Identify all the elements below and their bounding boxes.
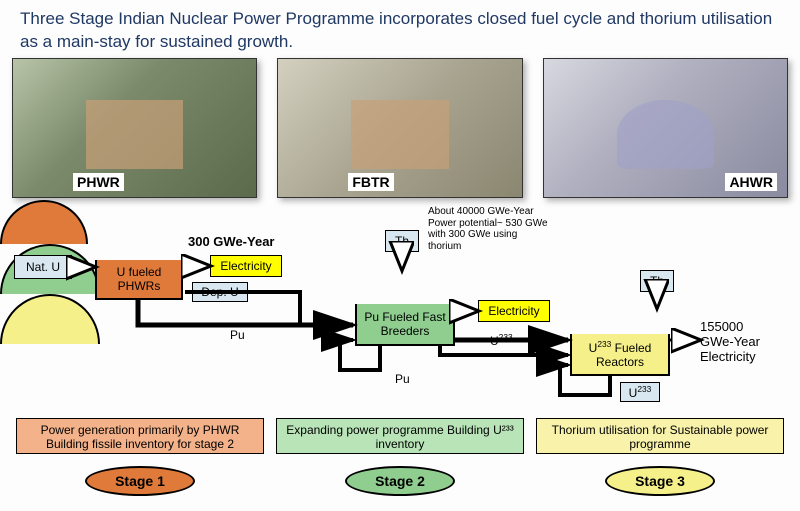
electricity-1: Electricity	[210, 255, 282, 277]
flow-pu1: Pu	[230, 328, 245, 342]
building-shape	[351, 100, 448, 169]
photo-label-phwr: PHWR	[73, 173, 124, 191]
desc-stage3: Thorium utilisation for Sustainable powe…	[536, 418, 784, 454]
flow-u233-2: U233	[620, 382, 660, 402]
photo-fbtr: FBTR	[277, 58, 522, 198]
reactor-stage1-dome	[0, 200, 88, 244]
gwe-stage3: 155000 GWe-Year Electricity	[700, 320, 780, 365]
reactor-stage3-dome	[0, 294, 100, 344]
desc-stage2: Expanding power programme Building U²³³ …	[276, 418, 524, 454]
badge-stage1: Stage 1	[85, 466, 195, 496]
note-stage2: About 40000 GWe-Year Power potential~ 53…	[428, 206, 548, 252]
electricity-2: Electricity	[478, 300, 550, 322]
reactor-stage3: U233 Fueled Reactors	[570, 334, 670, 376]
photo-label-fbtr: FBTR	[348, 173, 393, 191]
flow-u233-1: U233	[490, 332, 513, 348]
page-title: Three Stage Indian Nuclear Power Program…	[20, 8, 780, 54]
reactor-stage1: U fueled PHWRs	[95, 260, 183, 300]
badge-stage3: Stage 3	[605, 466, 715, 496]
input-th1: Th	[385, 230, 419, 252]
reactor-stage2: Pu Fueled Fast Breeders	[355, 304, 455, 346]
desc-stage1: Power generation primarily by PHWR Build…	[16, 418, 264, 454]
flow-pu2: Pu	[395, 372, 410, 386]
building-shape	[86, 100, 183, 169]
badge-stage2: Stage 2	[345, 466, 455, 496]
sup-233: 233	[597, 339, 611, 349]
input-th2: Th	[640, 270, 674, 292]
photo-row: PHWR FBTR AHWR	[12, 58, 788, 198]
photo-label-ahwr: AHWR	[725, 173, 777, 191]
building-shape	[617, 100, 714, 169]
photo-phwr: PHWR	[12, 58, 257, 198]
flow-diagram: U fueled PHWRs Pu Fueled Fast Breeders U…	[0, 200, 800, 511]
gwe-stage1: 300 GWe-Year	[188, 234, 274, 249]
input-natu: Nat. U	[14, 255, 72, 279]
flow-depu: Dep. U	[192, 282, 248, 302]
photo-ahwr: AHWR	[543, 58, 788, 198]
